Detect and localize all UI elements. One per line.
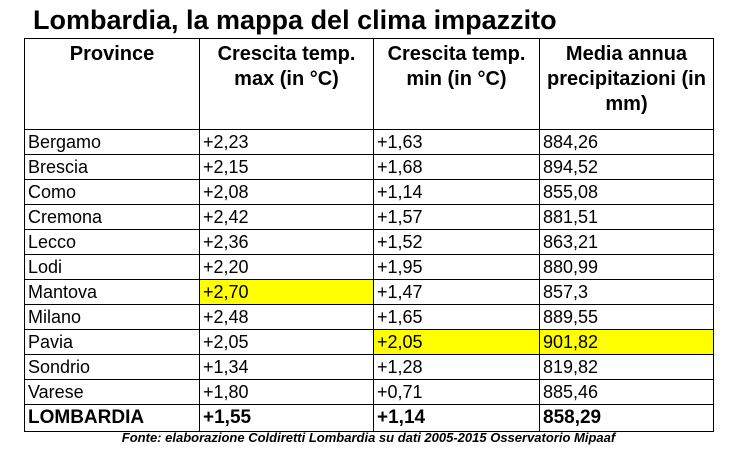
province-cell: Brescia [24, 154, 200, 180]
precipitation-cell: 884,26 [539, 129, 714, 155]
temp-min-cell: +0,71 [373, 379, 540, 405]
province-cell: Sondrio [24, 354, 200, 380]
temp-min-cell: +1,57 [373, 204, 540, 230]
precipitation-cell: 885,46 [539, 379, 714, 405]
table-row: Como +2,08 +1,14 855,08 [24, 179, 714, 205]
temp-max-cell: +2,36 [199, 229, 374, 255]
province-cell: Varese [24, 379, 200, 405]
temp-min-cell: +1,65 [373, 304, 540, 330]
table-row: Brescia +2,15 +1,68 894,52 [24, 154, 714, 180]
table-row: Sondrio +1,34 +1,28 819,82 [24, 354, 714, 380]
temp-max-cell: +2,48 [199, 304, 374, 330]
temp-min-cell: +1,52 [373, 229, 540, 255]
precipitation-cell: 894,52 [539, 154, 714, 180]
precipitation-cell-highlighted: 901,82 [539, 329, 714, 355]
precipitation-cell: 889,55 [539, 304, 714, 330]
table-header-row: Province Crescita temp. max (in °C) Cres… [24, 38, 714, 130]
province-cell: Bergamo [24, 129, 200, 155]
temp-max-cell-highlighted: +2,70 [199, 279, 374, 305]
temp-max-cell: +1,34 [199, 354, 374, 380]
total-region-cell: LOMBARDIA [24, 404, 200, 432]
province-cell: Lecco [24, 229, 200, 255]
precipitation-cell: 863,21 [539, 229, 714, 255]
total-row: LOMBARDIA +1,55 +1,14 858,29 [24, 404, 714, 432]
province-cell: Como [24, 179, 200, 205]
temp-min-cell-highlighted: +2,05 [373, 329, 540, 355]
table-row: Varese +1,80 +0,71 885,46 [24, 379, 714, 405]
temp-max-cell: +2,15 [199, 154, 374, 180]
table-row: Pavia +2,05 +2,05 901,82 [24, 329, 714, 355]
temp-max-cell: +2,05 [199, 329, 374, 355]
total-temp-max-cell: +1,55 [199, 404, 374, 432]
temp-min-cell: +1,47 [373, 279, 540, 305]
temp-min-cell: +1,28 [373, 354, 540, 380]
temp-min-cell: +1,14 [373, 179, 540, 205]
total-precipitation-cell: 858,29 [539, 404, 714, 432]
precipitation-cell: 881,51 [539, 204, 714, 230]
province-cell: Milano [24, 304, 200, 330]
table-row: Lodi +2,20 +1,95 880,99 [24, 254, 714, 280]
province-cell: Cremona [24, 204, 200, 230]
temp-min-cell: +1,95 [373, 254, 540, 280]
province-cell: Pavia [24, 329, 200, 355]
climate-table: Province Crescita temp. max (in °C) Cres… [24, 38, 714, 432]
page-title: Lombardia, la mappa del clima impazzito [33, 5, 557, 35]
precipitation-cell: 819,82 [539, 354, 714, 380]
temp-min-cell: +1,68 [373, 154, 540, 180]
table-row: Cremona +2,42 +1,57 881,51 [24, 204, 714, 230]
province-cell: Mantova [24, 279, 200, 305]
column-header-temp-max: Crescita temp. max (in °C) [199, 38, 374, 130]
table-row: Mantova +2,70 +1,47 857,3 [24, 279, 714, 305]
table-row: Lecco +2,36 +1,52 863,21 [24, 229, 714, 255]
temp-min-cell: +1,63 [373, 129, 540, 155]
temp-max-cell: +2,20 [199, 254, 374, 280]
source-note: Fonte: elaborazione Coldiretti Lombardia… [121, 430, 616, 445]
temp-max-cell: +2,42 [199, 204, 374, 230]
precipitation-cell: 855,08 [539, 179, 714, 205]
column-header-temp-min: Crescita temp. min (in °C) [373, 38, 540, 130]
column-header-precipitation: Media annua precipitazioni (in mm) [539, 38, 714, 130]
precipitation-cell: 880,99 [539, 254, 714, 280]
total-temp-min-cell: +1,14 [373, 404, 540, 432]
temp-max-cell: +2,23 [199, 129, 374, 155]
column-header-province: Province [24, 38, 200, 130]
temp-max-cell: +2,08 [199, 179, 374, 205]
province-cell: Lodi [24, 254, 200, 280]
precipitation-cell: 857,3 [539, 279, 714, 305]
table-row: Milano +2,48 +1,65 889,55 [24, 304, 714, 330]
temp-max-cell: +1,80 [199, 379, 374, 405]
table-row: Bergamo +2,23 +1,63 884,26 [24, 129, 714, 155]
